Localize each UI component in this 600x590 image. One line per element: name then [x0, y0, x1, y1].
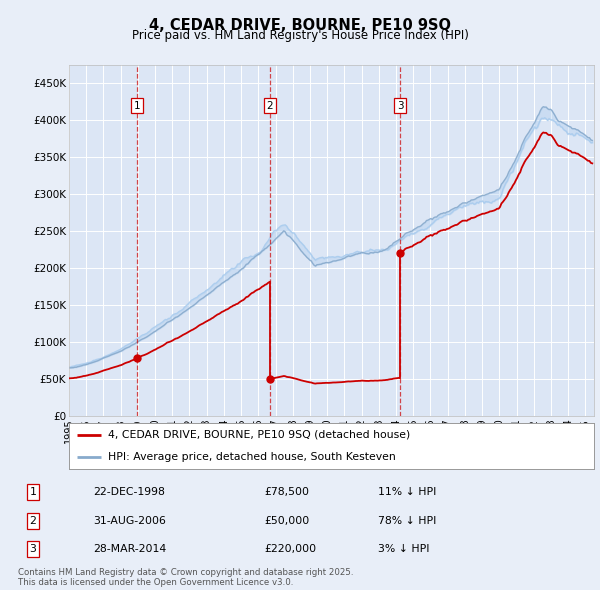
Text: 11% ↓ HPI: 11% ↓ HPI [378, 487, 436, 497]
Text: £220,000: £220,000 [264, 545, 316, 555]
Text: 3: 3 [29, 545, 37, 555]
Text: 3% ↓ HPI: 3% ↓ HPI [378, 545, 430, 555]
Text: 2: 2 [29, 516, 37, 526]
Text: 1: 1 [134, 100, 140, 110]
Text: 3: 3 [397, 100, 404, 110]
Text: 31-AUG-2006: 31-AUG-2006 [93, 516, 166, 526]
Text: £78,500: £78,500 [264, 487, 309, 497]
Text: Price paid vs. HM Land Registry's House Price Index (HPI): Price paid vs. HM Land Registry's House … [131, 30, 469, 42]
Text: 4, CEDAR DRIVE, BOURNE, PE10 9SQ (detached house): 4, CEDAR DRIVE, BOURNE, PE10 9SQ (detach… [109, 430, 410, 440]
Text: 22-DEC-1998: 22-DEC-1998 [93, 487, 165, 497]
Text: 28-MAR-2014: 28-MAR-2014 [93, 545, 166, 555]
Text: 4, CEDAR DRIVE, BOURNE, PE10 9SQ: 4, CEDAR DRIVE, BOURNE, PE10 9SQ [149, 18, 451, 32]
Text: £50,000: £50,000 [264, 516, 309, 526]
Text: 78% ↓ HPI: 78% ↓ HPI [378, 516, 436, 526]
Text: 1: 1 [29, 487, 37, 497]
Text: Contains HM Land Registry data © Crown copyright and database right 2025.
This d: Contains HM Land Registry data © Crown c… [18, 568, 353, 587]
Text: 2: 2 [266, 100, 273, 110]
Text: HPI: Average price, detached house, South Kesteven: HPI: Average price, detached house, Sout… [109, 452, 396, 462]
